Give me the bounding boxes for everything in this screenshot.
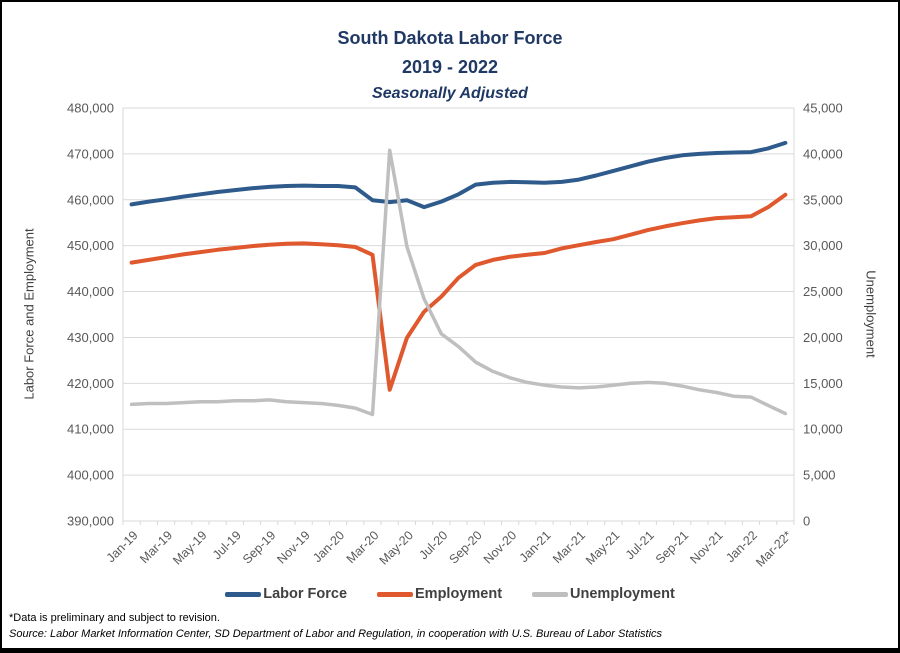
legend-item-employment: Employment xyxy=(377,586,502,602)
svg-text:40,000: 40,000 xyxy=(803,146,843,161)
svg-text:Sep-19: Sep-19 xyxy=(240,528,278,566)
svg-text:Jan-20: Jan-20 xyxy=(310,528,347,565)
legend-label: Labor Force xyxy=(263,586,348,602)
svg-text:Nov-21: Nov-21 xyxy=(687,528,725,566)
chart-title: South Dakota Labor Force xyxy=(337,28,563,48)
left-axis-title: Labor Force and Employment xyxy=(21,228,37,400)
svg-text:440,000: 440,000 xyxy=(67,284,114,299)
svg-text:470,000: 470,000 xyxy=(67,146,114,161)
svg-text:390,000: 390,000 xyxy=(67,514,114,529)
svg-text:430,000: 430,000 xyxy=(67,330,114,345)
svg-text:Nov-20: Nov-20 xyxy=(481,528,519,566)
svg-text:410,000: 410,000 xyxy=(67,422,114,437)
svg-text:400,000: 400,000 xyxy=(67,468,114,483)
legend-item-unemployment: Unemployment xyxy=(532,586,675,602)
svg-text:Mar-22*: Mar-22* xyxy=(753,528,794,569)
legend-item-labor-force: Labor Force xyxy=(225,586,347,602)
svg-text:May-19: May-19 xyxy=(170,528,209,567)
legend-label: Employment xyxy=(415,586,503,602)
svg-text:Nov-19: Nov-19 xyxy=(274,528,312,566)
right-axis-title: Unemployment xyxy=(863,270,879,358)
unemployment-line-swatch xyxy=(532,591,569,597)
footnote-text: *Data is preliminary and subject to revi… xyxy=(9,612,220,624)
source-text: Source: Labor Market Information Center,… xyxy=(9,628,663,640)
svg-text:460,000: 460,000 xyxy=(67,192,114,207)
svg-text:20,000: 20,000 xyxy=(803,330,843,345)
svg-text:May-20: May-20 xyxy=(377,528,416,567)
svg-text:35,000: 35,000 xyxy=(803,192,843,207)
svg-text:Mar-20: Mar-20 xyxy=(344,528,382,566)
svg-text:Jul-20: Jul-20 xyxy=(416,528,450,562)
svg-text:420,000: 420,000 xyxy=(67,376,114,391)
legend-label: Unemployment xyxy=(570,586,675,602)
svg-text:May-21: May-21 xyxy=(583,528,622,567)
svg-text:0: 0 xyxy=(803,514,810,529)
svg-text:Jan-21: Jan-21 xyxy=(517,528,554,565)
svg-text:Sep-20: Sep-20 xyxy=(446,528,484,566)
svg-text:30,000: 30,000 xyxy=(803,238,843,253)
svg-text:10,000: 10,000 xyxy=(803,422,843,437)
svg-text:Jan-19: Jan-19 xyxy=(104,528,141,565)
chart-subtitle-adjustment: Seasonally Adjusted xyxy=(372,85,528,102)
svg-text:5,000: 5,000 xyxy=(803,468,836,483)
svg-text:Jul-21: Jul-21 xyxy=(623,528,657,562)
chart-legend: Labor Force Employment Unemployment xyxy=(2,586,898,602)
svg-text:15,000: 15,000 xyxy=(803,376,843,391)
svg-text:Sep-21: Sep-21 xyxy=(653,528,691,566)
svg-text:45,000: 45,000 xyxy=(803,101,843,116)
svg-text:450,000: 450,000 xyxy=(67,238,114,253)
svg-text:Mar-19: Mar-19 xyxy=(137,528,175,566)
svg-text:480,000: 480,000 xyxy=(67,101,114,116)
labor-force-line-swatch xyxy=(225,591,262,597)
svg-text:Jul-19: Jul-19 xyxy=(210,528,244,562)
svg-text:Mar-21: Mar-21 xyxy=(550,528,588,566)
employment-line-swatch xyxy=(377,591,414,597)
chart-subtitle-years: 2019 - 2022 xyxy=(401,57,499,77)
svg-text:25,000: 25,000 xyxy=(803,284,843,299)
